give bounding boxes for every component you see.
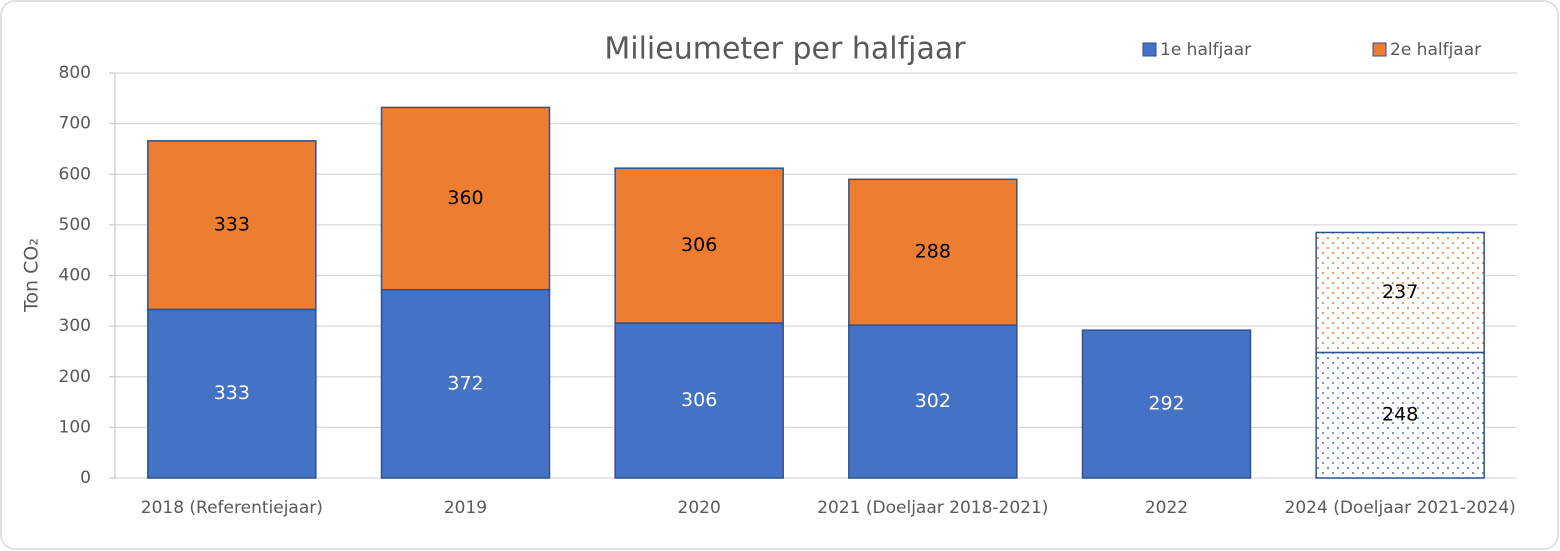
x-tick-label: 2024 (Doeljaar 2021-2024) [1285, 498, 1516, 518]
data-label: 288 [915, 241, 951, 263]
y-tick-label: 400 [59, 266, 91, 286]
y-tick-label: 100 [59, 417, 91, 437]
x-tick-label: 2020 [678, 498, 721, 518]
x-tick-label: 2021 (Doeljaar 2018-2021) [817, 498, 1048, 518]
bar [614, 167, 784, 324]
data-label: 292 [1148, 393, 1184, 415]
y-tick-label: 600 [59, 164, 91, 184]
y-tick-label: 0 [80, 468, 91, 488]
data-label: 333 [214, 382, 250, 404]
legend-swatch [1372, 42, 1387, 57]
data-label: 333 [214, 214, 250, 236]
bar [380, 106, 551, 291]
data-label: 302 [915, 390, 951, 412]
legend-label: 2e halfjaar [1390, 40, 1481, 60]
bar [848, 324, 1018, 479]
bar [147, 308, 317, 479]
y-tick-label: 800 [59, 63, 91, 83]
data-label: 372 [447, 372, 483, 394]
data-label: 360 [447, 187, 483, 209]
x-tick-label: 2019 [444, 498, 487, 518]
legend-swatch [1142, 42, 1157, 57]
data-label: 237 [1382, 281, 1418, 303]
bar [1081, 329, 1252, 479]
bar [1315, 231, 1485, 354]
data-label: 248 [1382, 404, 1418, 426]
bar [614, 322, 784, 479]
bar [147, 140, 317, 311]
y-tick-label: 300 [59, 316, 91, 336]
chart-title: Milieumeter per halfjaar [604, 32, 966, 67]
y-tick-label: 700 [59, 114, 91, 134]
data-label: 306 [681, 234, 717, 256]
bar [380, 288, 551, 479]
bar [848, 178, 1018, 326]
x-tick-label: 2022 [1145, 498, 1188, 518]
y-tick-label: 500 [59, 215, 91, 235]
x-tick-label: 2018 (Referentiejaar) [141, 498, 323, 518]
y-tick-label: 200 [59, 367, 91, 387]
legend-label: 1e halfjaar [1160, 40, 1251, 60]
y-axis-title: Ton CO₂ [21, 238, 43, 313]
bar [1315, 351, 1485, 479]
data-label: 306 [681, 389, 717, 411]
